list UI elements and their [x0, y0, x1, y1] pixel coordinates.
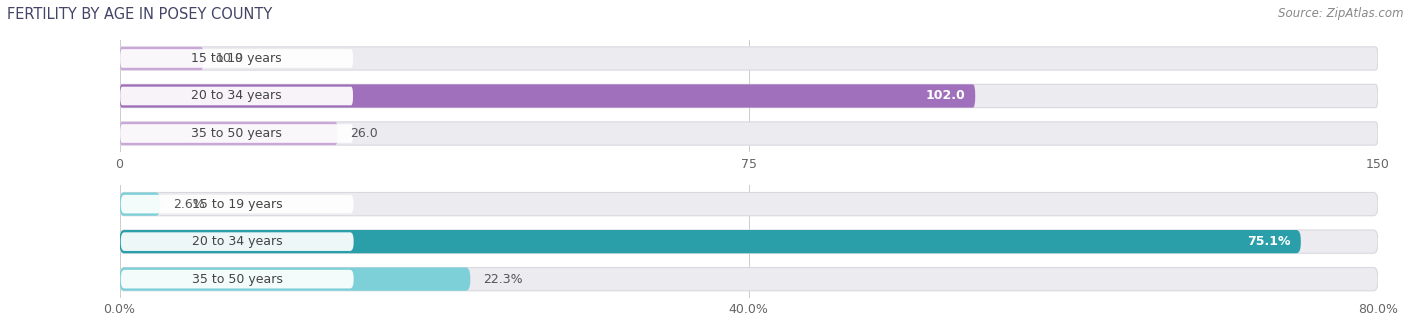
FancyBboxPatch shape [120, 49, 353, 68]
FancyBboxPatch shape [121, 195, 354, 213]
Text: FERTILITY BY AGE IN POSEY COUNTY: FERTILITY BY AGE IN POSEY COUNTY [7, 7, 273, 22]
Text: 35 to 50 years: 35 to 50 years [191, 273, 283, 286]
FancyBboxPatch shape [120, 84, 976, 108]
Text: 75.1%: 75.1% [1247, 235, 1291, 248]
FancyBboxPatch shape [120, 84, 1378, 108]
FancyBboxPatch shape [120, 124, 353, 143]
Text: 20 to 34 years: 20 to 34 years [191, 235, 283, 248]
FancyBboxPatch shape [120, 267, 1378, 291]
FancyBboxPatch shape [120, 47, 204, 70]
FancyBboxPatch shape [120, 230, 1301, 253]
FancyBboxPatch shape [121, 232, 354, 251]
Text: 15 to 19 years: 15 to 19 years [191, 52, 283, 65]
Text: 20 to 34 years: 20 to 34 years [191, 89, 283, 103]
FancyBboxPatch shape [120, 267, 470, 291]
Text: Source: ZipAtlas.com: Source: ZipAtlas.com [1278, 7, 1403, 20]
Text: 2.6%: 2.6% [173, 198, 205, 211]
FancyBboxPatch shape [120, 122, 1378, 145]
FancyBboxPatch shape [120, 47, 1378, 70]
FancyBboxPatch shape [121, 270, 354, 288]
FancyBboxPatch shape [120, 193, 160, 216]
FancyBboxPatch shape [120, 230, 1378, 253]
Text: 10.0: 10.0 [217, 52, 243, 65]
FancyBboxPatch shape [120, 193, 1378, 216]
FancyBboxPatch shape [120, 87, 353, 105]
Text: 26.0: 26.0 [350, 127, 378, 140]
FancyBboxPatch shape [120, 122, 337, 145]
Text: 102.0: 102.0 [925, 89, 965, 103]
Text: 35 to 50 years: 35 to 50 years [191, 127, 283, 140]
Text: 15 to 19 years: 15 to 19 years [191, 198, 283, 211]
Text: 22.3%: 22.3% [482, 273, 523, 286]
